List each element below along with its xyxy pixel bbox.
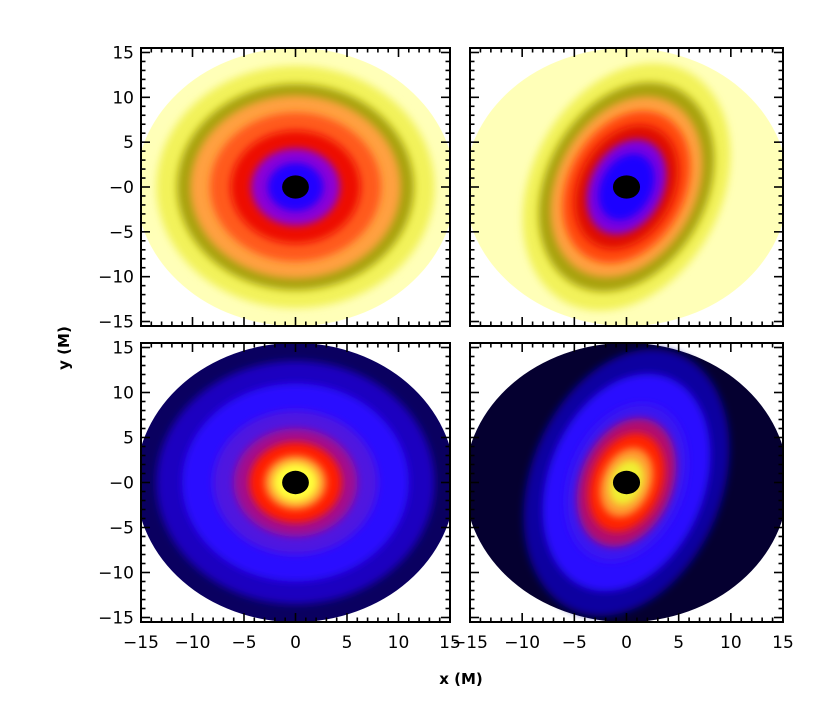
x-tick-label: −5 — [562, 633, 587, 653]
x-tick-label: −15 — [452, 633, 488, 653]
y-tick-label: −15 — [98, 609, 134, 629]
x-axis-title: x (M) — [439, 670, 483, 688]
x-tick-label: 5 — [342, 633, 353, 653]
panel-bottom-right: −15 −10 −5 0 5 10 15 — [452, 342, 794, 653]
y-tick-label: −15 — [98, 313, 134, 333]
y-tick-label: 5 — [123, 133, 134, 153]
panel-disc — [141, 48, 450, 326]
y-tick-label: 10 — [112, 384, 134, 404]
x-tick-label: −10 — [504, 633, 540, 653]
y-tick-label: 10 — [112, 88, 134, 108]
panel-top-right — [469, 47, 784, 327]
y-tick-label: −10 — [98, 564, 134, 584]
y-tick-label: 15 — [112, 43, 134, 63]
x-tick-label: 15 — [772, 633, 794, 653]
panel-disc — [470, 343, 783, 622]
y-tick-label: −0 — [109, 474, 134, 494]
panel-bottom-left: −15 −10 −5 0 5 10 15 15 10 5 −0 −5 −10 −15 — [98, 339, 461, 654]
y-tick-label: 5 — [123, 429, 134, 449]
panel-top-left: 15 10 5 −0 −5 −10 −15 — [98, 43, 451, 333]
y-tick-label: −5 — [109, 223, 134, 243]
black-hole — [612, 470, 641, 495]
x-tick-label: 5 — [673, 633, 684, 653]
panel-disc — [141, 343, 450, 622]
panel-disc — [470, 48, 783, 326]
black-hole — [612, 175, 641, 199]
x-tick-label: 0 — [621, 633, 632, 653]
black-hole — [282, 175, 309, 199]
y-tick-label: 15 — [112, 339, 134, 359]
y-tick-label: −5 — [109, 519, 134, 539]
x-tick-label: 10 — [720, 633, 742, 653]
y-tick-label: −0 — [109, 178, 134, 198]
x-tick-label: −10 — [175, 633, 211, 653]
x-tick-label: 15 — [439, 633, 461, 653]
x-tick-label: 0 — [290, 633, 301, 653]
x-tick-label: −5 — [231, 633, 256, 653]
x-tick-label: 10 — [388, 633, 410, 653]
x-tick-label: −15 — [123, 633, 159, 653]
y-tick-label: −10 — [98, 268, 134, 288]
black-hole — [282, 470, 309, 495]
y-axis-title: y (M) — [55, 326, 73, 370]
